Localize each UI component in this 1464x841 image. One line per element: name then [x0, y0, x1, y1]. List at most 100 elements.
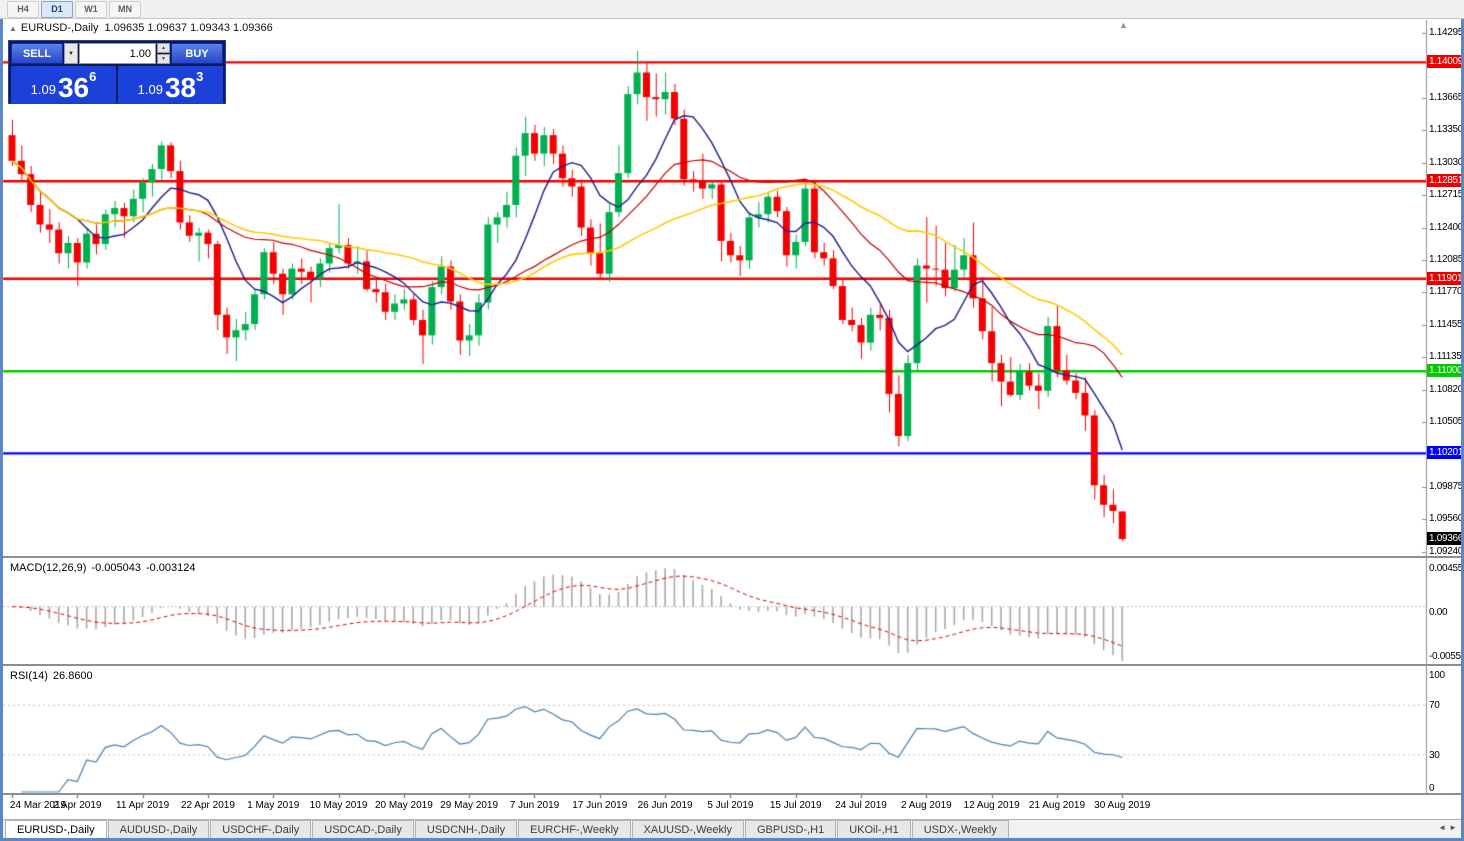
- buy-price-sup: 3: [196, 69, 204, 84]
- hline-price-tag: 1.10201: [1427, 446, 1464, 460]
- hline-price-tag: 1.14009: [1427, 55, 1464, 69]
- chart-tab-usdcnh-daily[interactable]: USDCNH-,Daily: [414, 820, 518, 838]
- tab-scroll-buttons: ◄ ►: [1438, 823, 1457, 832]
- sell-price-button[interactable]: 1.09 36 6: [11, 66, 116, 103]
- macd-title: MACD(12,26,9): [10, 562, 87, 574]
- price-tick-label: 1.12715: [1429, 189, 1464, 201]
- date-label: 1 May 2019: [247, 800, 300, 811]
- date-label: 17 Jun 2019: [572, 800, 628, 811]
- price-tick-label: 1.13030: [1429, 156, 1464, 168]
- volume-increase-button[interactable]: ▲: [157, 43, 170, 53]
- price-tick-label: 1.14295: [1429, 27, 1464, 38]
- chart-tab-ukoil-h1[interactable]: UKOil-,H1: [837, 820, 911, 838]
- price-tick-label: 1.09560: [1429, 513, 1464, 525]
- chart-tab-eurchf-weekly[interactable]: EURCHF-,Weekly: [518, 820, 631, 838]
- price-tick-label: 1.13665: [1429, 91, 1464, 103]
- date-label: 30 Aug 2019: [1094, 800, 1151, 811]
- chart-tab-gbpusd-h1[interactable]: GBPUSD-,H1: [744, 820, 837, 838]
- date-label: 24 Mar 2019: [9, 800, 67, 811]
- date-label: 22 Apr 2019: [180, 800, 235, 811]
- volume-decrease-button[interactable]: ▼: [157, 54, 170, 64]
- chart-shift-marker-icon[interactable]: ▲: [1119, 20, 1128, 30]
- date-label: 10 May 2019: [309, 800, 368, 811]
- date-label: 7 Jun 2019: [509, 800, 560, 811]
- volume-stepper: ▲ ▼: [157, 43, 170, 64]
- price-tick-label: 1.10505: [1429, 416, 1464, 428]
- tab-scroll-left-icon[interactable]: ◄: [1438, 823, 1447, 832]
- price-tick-label: 1.11135: [1429, 351, 1462, 363]
- rsi-scale-label: 30: [1429, 749, 1440, 761]
- sell-price-sup: 6: [89, 69, 97, 84]
- timeframe-button-h4[interactable]: H4: [7, 0, 39, 18]
- sell-button[interactable]: SELL: [11, 43, 63, 64]
- rsi-title: RSI(14): [10, 670, 48, 682]
- price-tick-label: 1.11455: [1429, 318, 1463, 330]
- chart-tab-bar: EURUSD-,Daily AUDUSD-,Daily USDCHF-,Daily U…: [3, 819, 1461, 838]
- hline-price-tag: 1.11000: [1427, 364, 1464, 378]
- date-label: 12 Aug 2019: [963, 800, 1020, 811]
- price-tick-label: 1.12400: [1429, 221, 1464, 233]
- hline-price-tag: 1.12851: [1427, 174, 1464, 188]
- rsi-value: 26.8600: [52, 670, 93, 682]
- date-label: 11 Apr 2019: [116, 800, 170, 811]
- price-tick-label: 1.12085: [1429, 253, 1464, 265]
- price-tick-label: 1.09875: [1429, 480, 1464, 492]
- current-price-tag: 1.09366: [1427, 532, 1464, 546]
- tab-scroll-right-icon[interactable]: ►: [1449, 823, 1457, 832]
- pane-splitter[interactable]: [2, 556, 1462, 558]
- date-label: 20 May 2019: [374, 800, 433, 811]
- chart-header: ▲ EURUSD-,Daily 1.09635 1.09637 1.09343 1.…: [9, 22, 273, 34]
- chart-tab-audusd-daily[interactable]: AUDUSD-,Daily: [107, 820, 210, 838]
- volume-dropdown-icon[interactable]: ▼: [64, 43, 78, 64]
- date-label: 24 Jul 2019: [835, 800, 887, 811]
- macd-indicator-label: MACD(12,26,9) -0.005043 -0.003124: [10, 562, 201, 574]
- date-label: 15 Jul 2019: [769, 800, 822, 811]
- rsi-indicator-label: RSI(14) 26.8600: [10, 670, 98, 682]
- date-label: 5 Jul 2019: [707, 800, 754, 811]
- macd-scale-label: 0.00455: [1429, 563, 1464, 574]
- date-label: 2 Aug 2019: [901, 800, 952, 811]
- timeframe-button-mn[interactable]: MN: [109, 0, 141, 18]
- price-tick-label: 1.09240: [1429, 546, 1464, 557]
- date-label: 29 May 2019: [440, 800, 499, 811]
- rsi-scale-label: 100: [1429, 670, 1445, 681]
- chart-tab-usdchf-daily[interactable]: USDCHF-,Daily: [210, 820, 312, 838]
- buy-price-button[interactable]: 1.09 38 3: [118, 66, 223, 103]
- one-click-trading-panel: SELL ▼ ▲ ▼ BUY 1.09 36 6 1.09 38 3: [8, 40, 226, 104]
- price-tick-label: 1.11770: [1429, 286, 1463, 298]
- one-click-collapse-icon[interactable]: ▲: [9, 24, 17, 33]
- macd-main-value: -0.005043: [91, 562, 141, 574]
- timeframe-toolbar: H4 D1 W1 MN: [0, 0, 1464, 19]
- chart-tab-eurusd-daily[interactable]: EURUSD-,Daily: [5, 820, 107, 838]
- sell-price-prefix: 1.09: [30, 82, 56, 97]
- buy-price-prefix: 1.09: [137, 82, 163, 97]
- rsi-scale-label: 70: [1429, 700, 1440, 712]
- timeframe-button-d1[interactable]: D1: [41, 0, 73, 18]
- hline-price-tag: 1.11901: [1427, 271, 1464, 285]
- macd-scale-label: 0.00: [1429, 606, 1448, 618]
- pane-splitter[interactable]: [2, 664, 1462, 666]
- date-label: 21 Aug 2019: [1028, 800, 1086, 811]
- chart-tab-usdcad-daily[interactable]: USDCAD-,Daily: [312, 820, 414, 838]
- pane-splitter[interactable]: [2, 793, 1462, 795]
- volume-input[interactable]: [79, 43, 156, 64]
- date-label: 2 Apr 2019: [53, 800, 102, 811]
- price-axis[interactable]: 1.14295 1.13665 1.13350 1.13030 1.12715 1.124…: [1427, 0, 1464, 818]
- chart-tab-xauusd-weekly[interactable]: XAUUSD-,Weekly: [631, 820, 744, 838]
- sell-price-big: 36: [57, 72, 90, 104]
- buy-price-big: 38: [164, 72, 197, 104]
- date-label: 26 Jun 2019: [637, 800, 693, 811]
- macd-scale-label: -0.0055: [1429, 651, 1461, 662]
- date-axis[interactable]: 24 Mar 2019 2 Apr 2019 11 Apr 2019 22 Apr 2…: [0, 795, 1427, 818]
- timeframe-button-w1[interactable]: W1: [75, 0, 107, 18]
- chart-symbol-title: EURUSD-,Daily: [20, 22, 99, 34]
- chart-tab-usdx-weekly[interactable]: USDX-,Weekly: [911, 820, 1009, 838]
- price-tick-label: 1.13350: [1429, 124, 1464, 136]
- chart-ohlc-values: 1.09635 1.09637 1.09343 1.09366: [104, 22, 273, 34]
- macd-signal-value: -0.003124: [145, 562, 196, 574]
- buy-button[interactable]: BUY: [171, 43, 223, 64]
- price-tick-label: 1.10820: [1429, 383, 1464, 395]
- rsi-scale-label: 0: [1429, 783, 1435, 794]
